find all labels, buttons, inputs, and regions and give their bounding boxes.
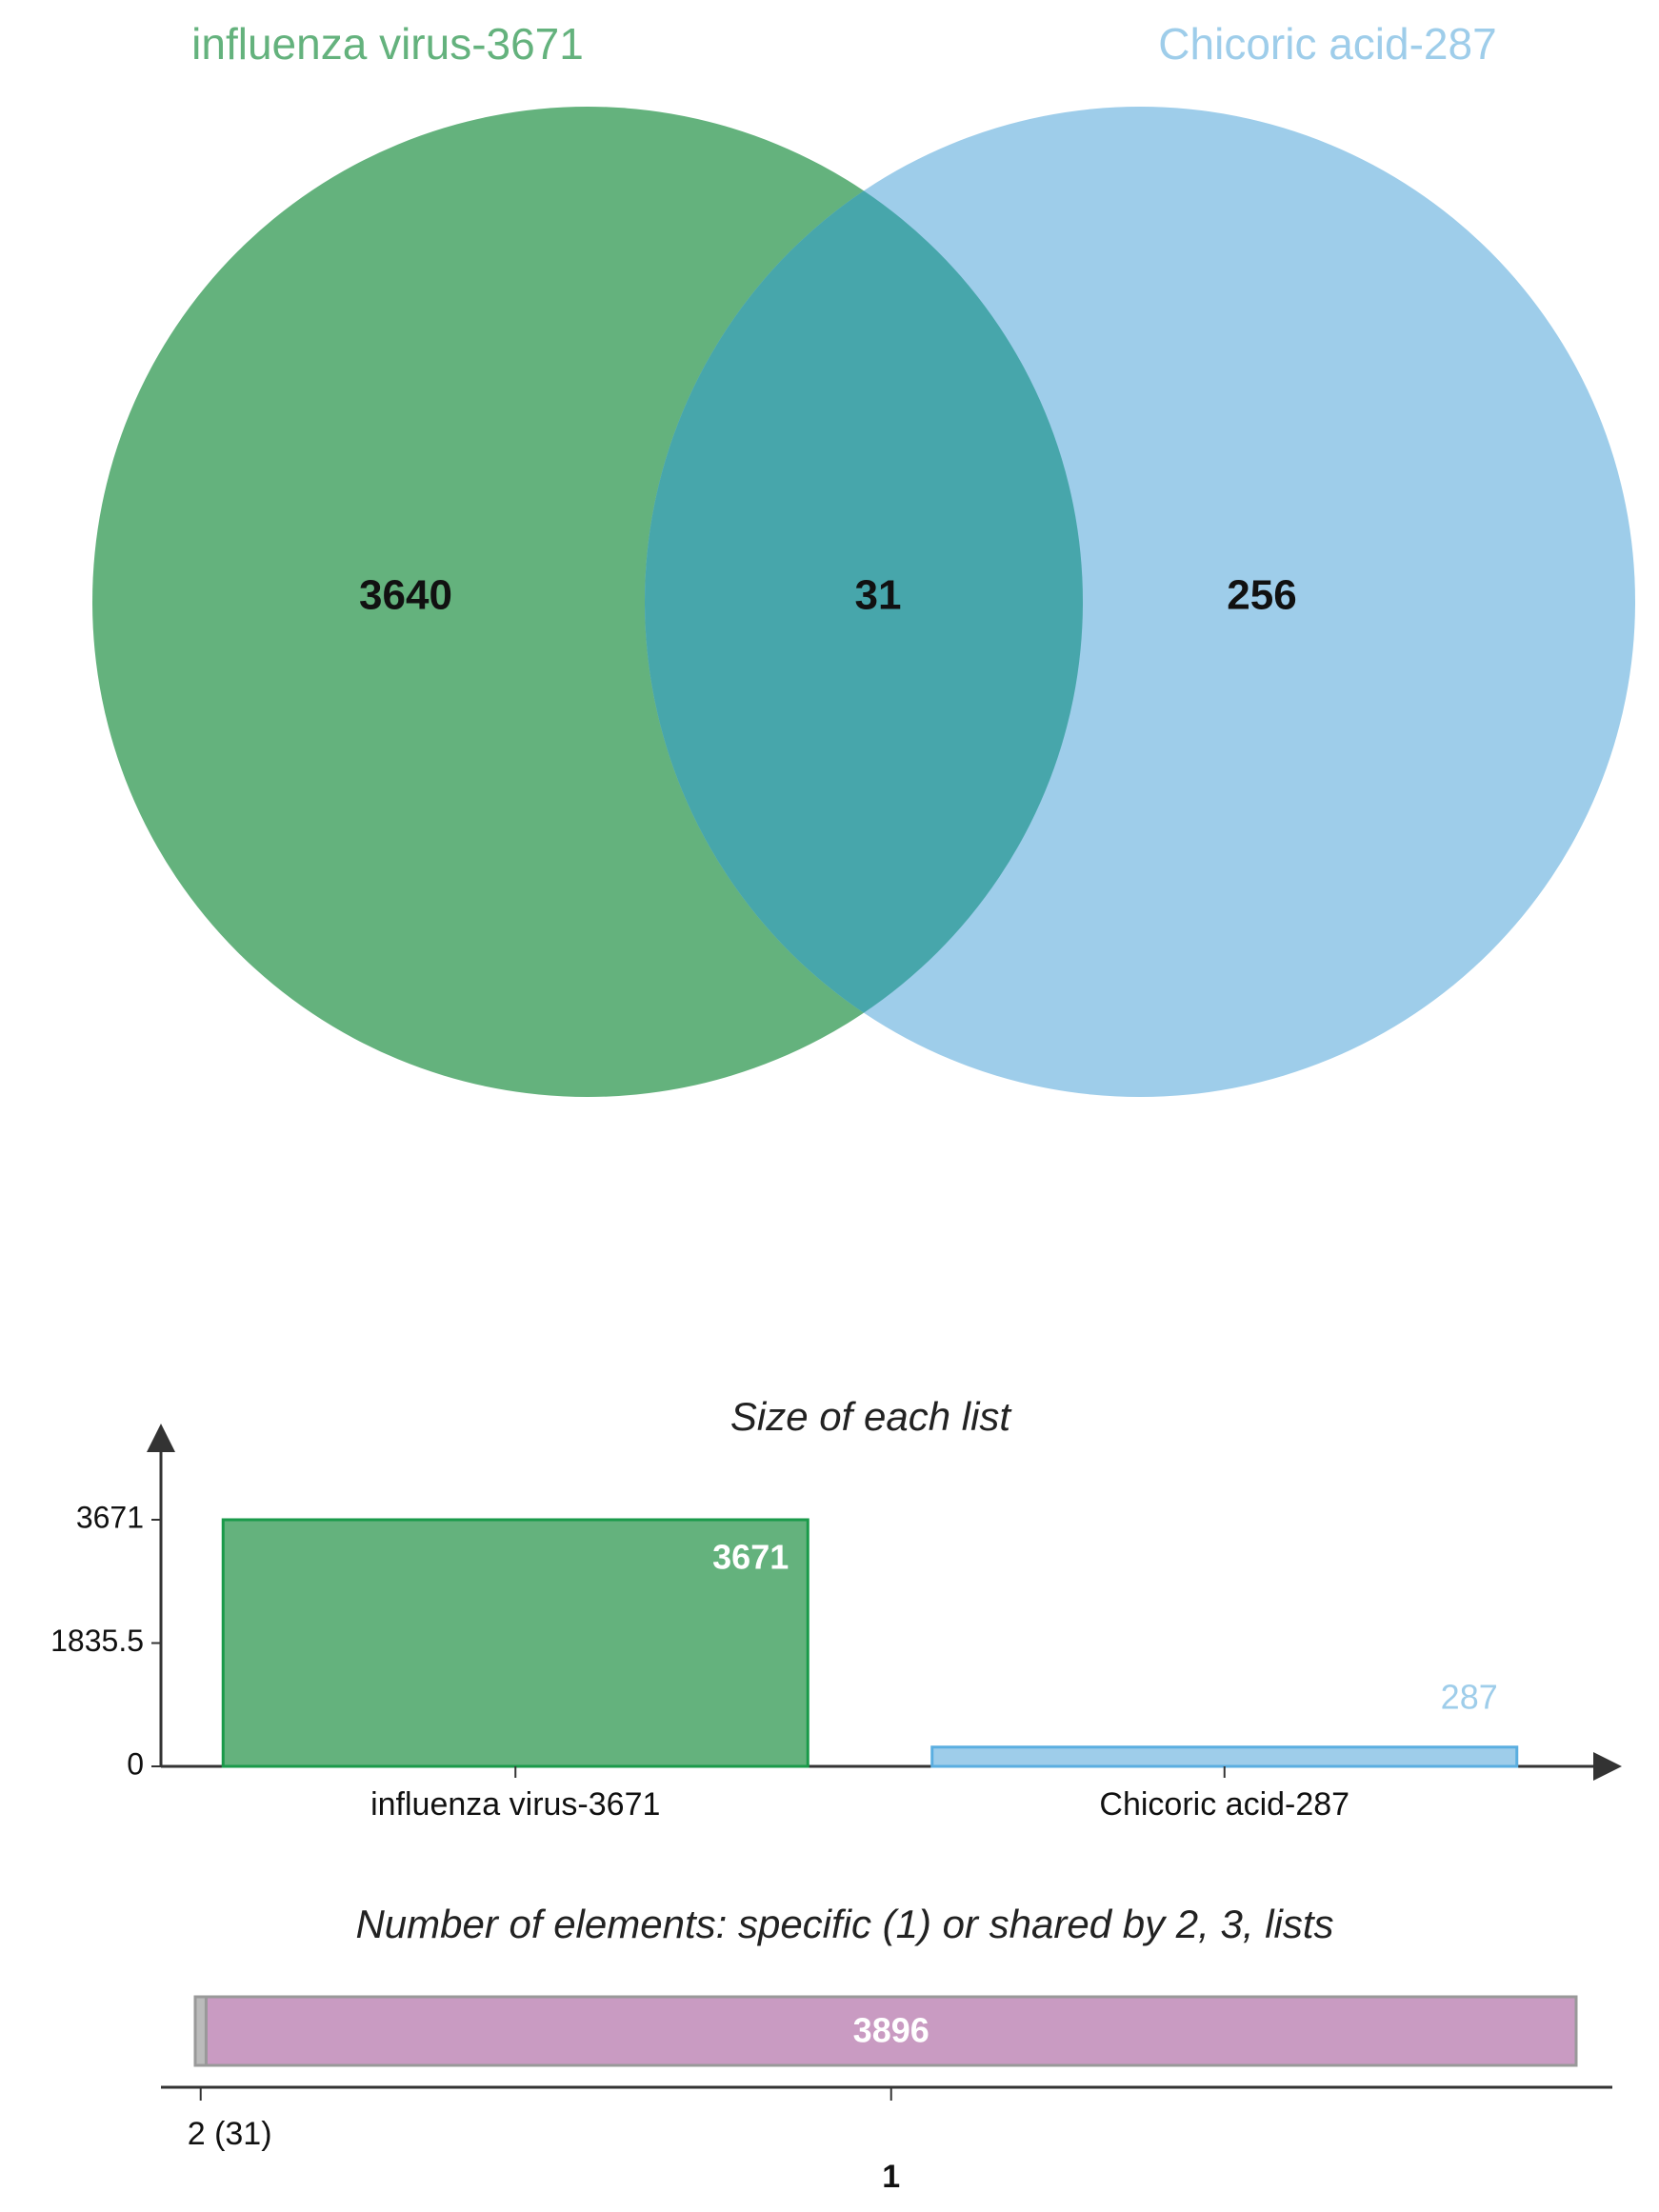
x-tick-label: Chicoric acid-287 bbox=[1099, 1786, 1349, 1823]
chart-title: Size of each list bbox=[730, 1394, 1012, 1439]
venn-count: 31 bbox=[855, 572, 902, 619]
bar-segment bbox=[204, 1995, 1578, 2067]
segment-value-label: 3896 bbox=[853, 2011, 929, 2050]
bar-value-label: 287 bbox=[1441, 1677, 1498, 1716]
y-tick-label: 3671 bbox=[76, 1500, 144, 1534]
bar-value-label: 3671 bbox=[712, 1538, 789, 1577]
venn-count: 3640 bbox=[359, 572, 452, 619]
venn-set-label: Chicoric acid-287 bbox=[1158, 19, 1496, 69]
chart-title: Number of elements: specific (1) or shar… bbox=[355, 1902, 1333, 1946]
y-tick-label: 1835.5 bbox=[50, 1624, 144, 1658]
bar-segment bbox=[193, 1995, 208, 2067]
venn-count: 256 bbox=[1227, 572, 1296, 619]
y-tick-label: 0 bbox=[127, 1746, 144, 1781]
x-tick-label: influenza virus-3671 bbox=[370, 1786, 660, 1823]
x-tick-label: 1 bbox=[882, 2159, 900, 2195]
x-tick-label: 2 (31) bbox=[188, 2116, 272, 2152]
bar bbox=[221, 1518, 810, 1768]
venn-set-label: influenza virus-3671 bbox=[191, 19, 584, 69]
venn-overlap bbox=[645, 107, 1083, 1097]
bar bbox=[930, 1745, 1519, 1768]
